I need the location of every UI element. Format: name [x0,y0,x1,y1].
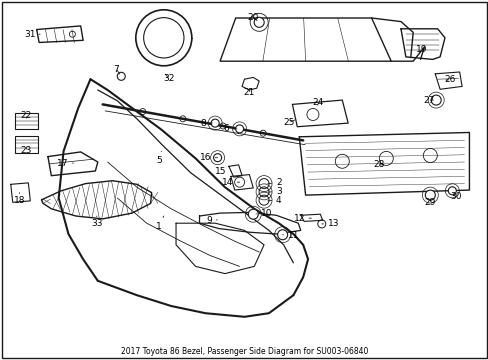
Circle shape [430,95,440,105]
Text: 19: 19 [415,45,427,54]
Text: 30: 30 [449,192,461,201]
Text: 26: 26 [443,76,455,85]
Bar [15,113,38,129]
Text: 33: 33 [91,216,102,228]
Text: 8: 8 [200,119,212,128]
Text: 4: 4 [267,196,281,204]
Circle shape [211,119,219,127]
Text: 11: 11 [282,231,299,240]
Text: 14: 14 [221,177,239,186]
Circle shape [136,10,191,66]
Text: 28: 28 [372,161,384,169]
Text: 25: 25 [283,118,295,127]
Text: 31: 31 [24,30,40,39]
Text: 5: 5 [156,151,162,165]
Text: 16: 16 [199,153,217,162]
Circle shape [425,190,434,200]
Text: 27: 27 [423,96,434,105]
Circle shape [254,17,264,27]
Text: 24: 24 [311,98,323,107]
Text: 1: 1 [156,216,163,231]
Text: 17: 17 [57,158,73,168]
Circle shape [447,187,455,195]
Text: 18: 18 [14,193,25,205]
Circle shape [248,209,258,219]
Text: 6: 6 [223,124,236,133]
Text: 9: 9 [206,216,217,225]
Text: 21: 21 [243,88,255,97]
Circle shape [213,154,221,162]
Text: 10: 10 [256,208,272,217]
Text: 2017 Toyota 86 Bezel, Passenger Side Diagram for SU003-06840: 2017 Toyota 86 Bezel, Passenger Side Dia… [121,347,367,356]
Text: 29: 29 [424,198,435,207]
Text: 13: 13 [321,219,339,228]
Text: 20: 20 [247,13,259,22]
Circle shape [277,230,287,240]
Text: 12: 12 [293,213,311,222]
Text: 32: 32 [163,74,174,83]
Text: 7: 7 [113,65,120,74]
Text: 23: 23 [20,146,32,155]
Bar [15,136,38,153]
Text: 2: 2 [267,178,281,187]
Text: 3: 3 [267,187,281,196]
Circle shape [235,125,243,133]
Text: 22: 22 [20,112,32,120]
Text: 15: 15 [215,166,230,175]
